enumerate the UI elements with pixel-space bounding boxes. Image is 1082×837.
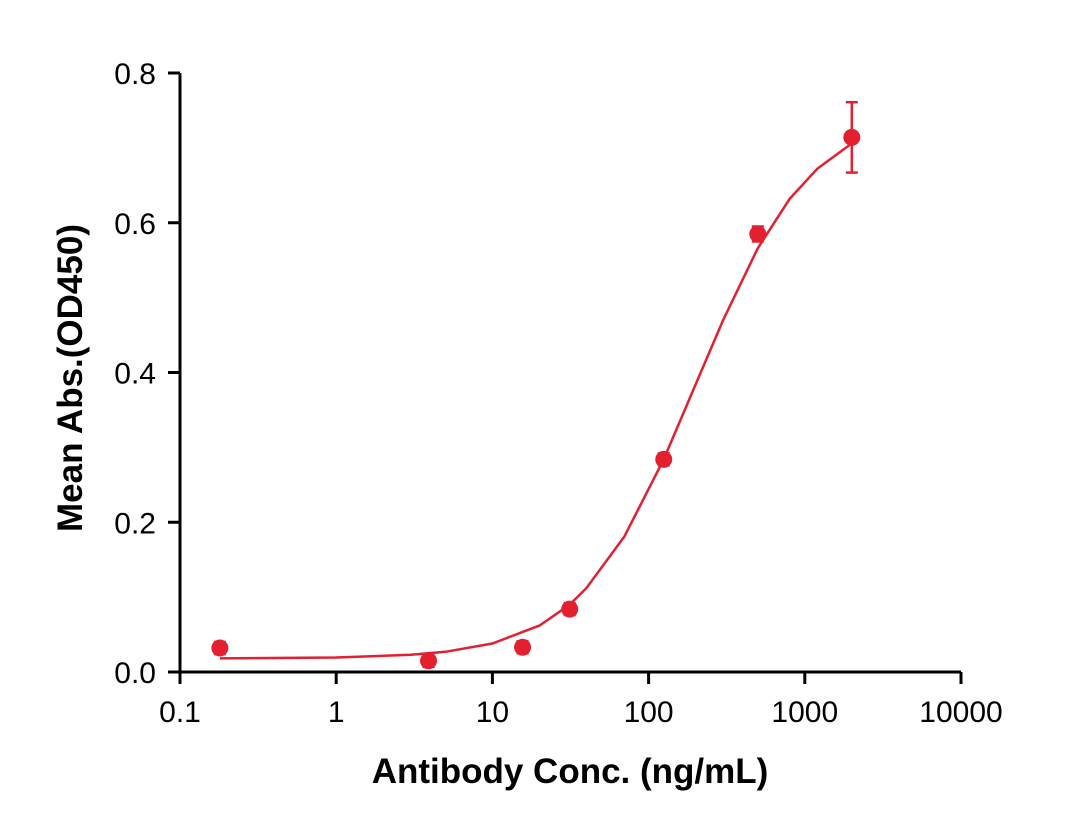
x-tick-label: 100 — [624, 696, 674, 729]
x-axis-title: Antibody Conc. (ng/mL) — [372, 752, 769, 791]
data-point — [420, 652, 438, 670]
y-tick-label: 0.4 — [114, 358, 156, 391]
y-tick-label: 0.8 — [114, 58, 156, 91]
data-point — [843, 128, 861, 146]
fit-curve — [219, 142, 853, 660]
data-point — [655, 450, 673, 468]
x-tick-label: 10 — [476, 696, 509, 729]
y-axis-title: Mean Abs.(OD450) — [51, 224, 90, 532]
y-tick-label: 0.6 — [114, 208, 156, 241]
data-point — [514, 638, 532, 656]
y-tick-label: 0.0 — [114, 657, 156, 690]
data-point — [749, 225, 767, 243]
y-tick-label: 0.2 — [114, 507, 156, 540]
data-point — [211, 639, 229, 657]
x-tick-label: 10000 — [919, 696, 1002, 729]
x-tick-label: 0.1 — [159, 696, 201, 729]
x-tick-label: 1000 — [771, 696, 838, 729]
x-tick-label: 1 — [328, 696, 345, 729]
data-point — [561, 600, 579, 618]
